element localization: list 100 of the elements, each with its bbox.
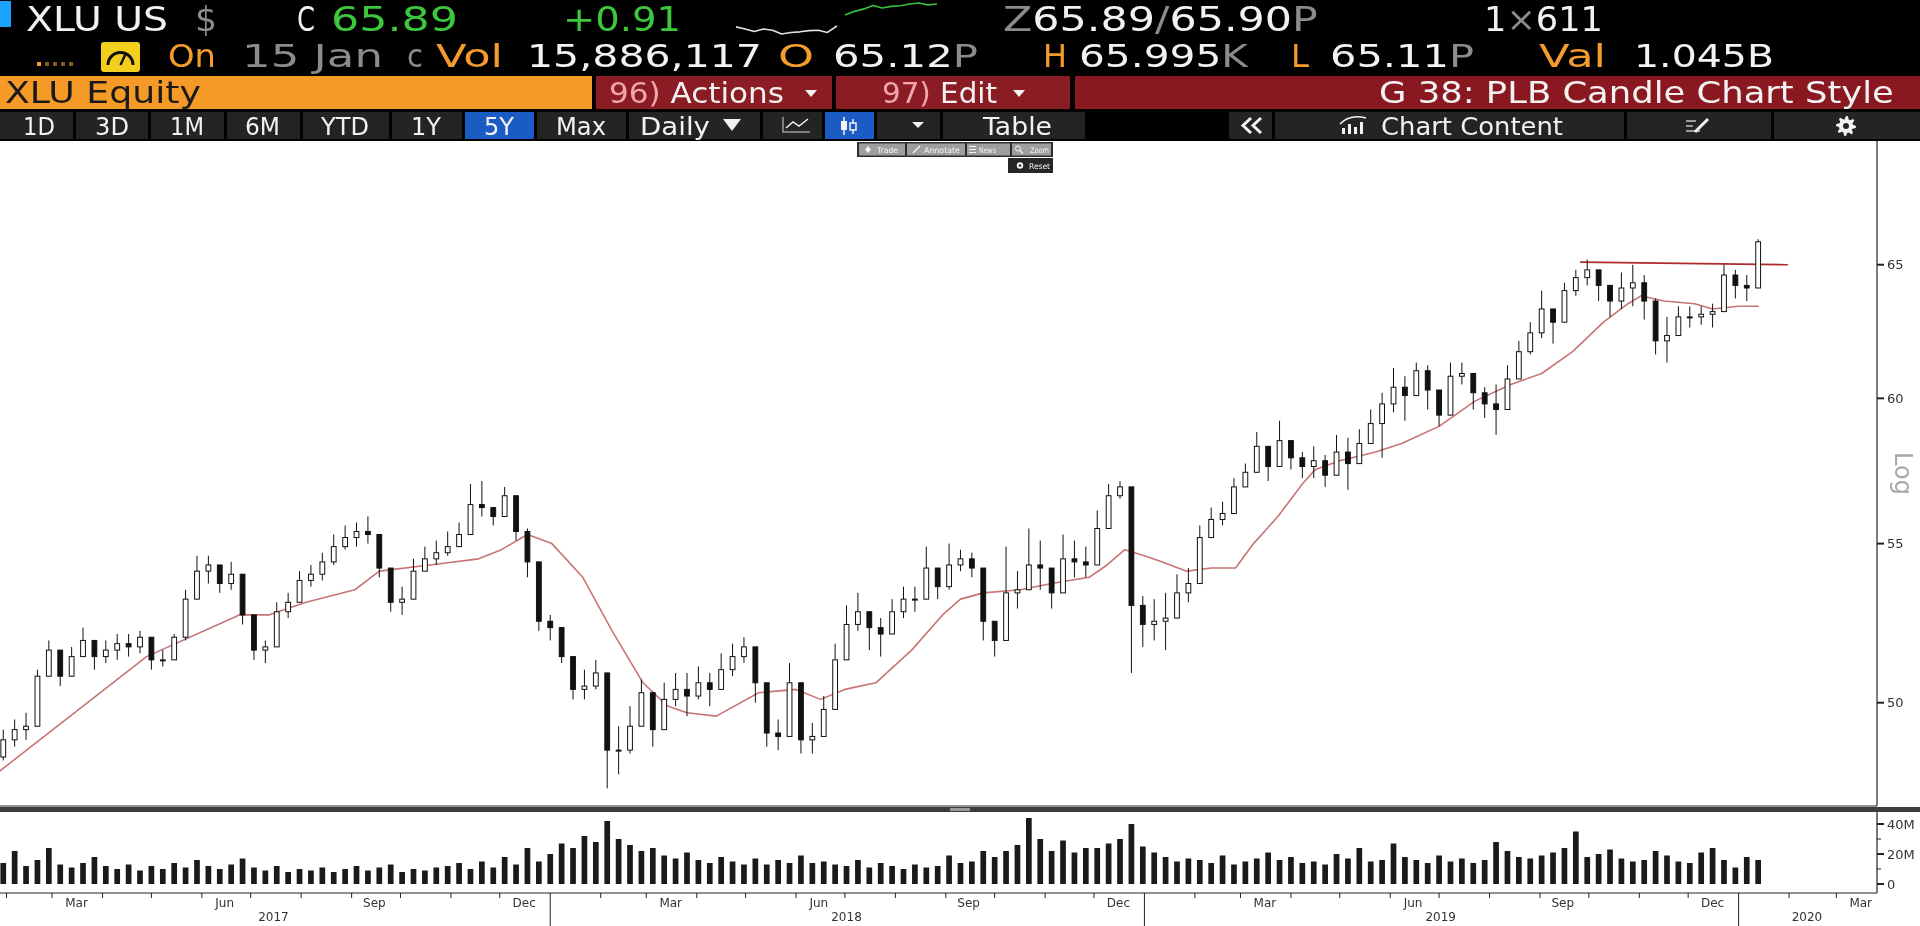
bar: [342, 869, 348, 884]
bar: [912, 864, 918, 884]
candlestick: [1310, 445, 1317, 479]
bar: [1527, 858, 1534, 884]
bar: [1572, 831, 1579, 884]
text: YTD: [320, 113, 369, 141]
text: G 38: PLB Candle Chart Style: [1379, 75, 1894, 111]
annotation: 1D: [23, 112, 55, 142]
candlestick: [171, 633, 178, 661]
candlestick: [23, 712, 29, 741]
text: Val: [1539, 37, 1606, 75]
bar: [479, 861, 485, 884]
bar: [1470, 863, 1477, 884]
annotation: Zoom: [1030, 145, 1049, 156]
text: 1×611: [1484, 0, 1603, 39]
bar: [775, 860, 781, 884]
x-tick-label: Mar: [659, 896, 683, 910]
bar: [444, 866, 451, 884]
bar: [923, 867, 930, 884]
text: 3D: [95, 113, 129, 141]
bar: [216, 869, 223, 884]
candlestick: [1333, 434, 1340, 476]
text: 15 Jan: [242, 37, 383, 75]
bar: [433, 867, 440, 884]
x-tick-label: Dec: [1700, 896, 1725, 910]
text: +0.91: [563, 0, 681, 39]
bar: [1436, 855, 1442, 884]
candlestick: [80, 627, 86, 658]
text: Table: [981, 112, 1052, 141]
bar: [80, 863, 86, 884]
bar: [1253, 858, 1260, 884]
text: XLU US: [26, 0, 168, 40]
bar: [0, 863, 7, 884]
candlestick: [581, 669, 588, 700]
bar: [513, 864, 519, 884]
candlestick: [1265, 445, 1272, 482]
x2-tick-label: 2019: [1425, 910, 1456, 924]
bar: [1721, 860, 1727, 884]
bar: [1139, 846, 1146, 884]
candlestick: [706, 672, 713, 707]
candlestick: [615, 725, 622, 775]
candlestick: [1424, 364, 1431, 411]
bar: [1288, 857, 1294, 884]
candlestick: [1732, 269, 1739, 299]
candlestick: [1185, 567, 1192, 603]
candlestick: [444, 531, 451, 557]
candlestick: [957, 549, 964, 572]
candlestick: [946, 543, 952, 591]
bar: [1424, 863, 1431, 884]
bar: [866, 867, 873, 884]
bar: [159, 869, 166, 884]
candlestick: [456, 521, 462, 548]
candlestick: [216, 564, 223, 594]
candlestick: [1686, 305, 1693, 329]
candlestick: [319, 552, 326, 581]
candlestick: [148, 636, 155, 671]
candlestick: [285, 592, 292, 619]
candlestick: [308, 564, 314, 588]
bar: [1402, 857, 1408, 884]
candlestick: [399, 586, 405, 616]
bar: [980, 851, 987, 884]
candlestick: [1151, 598, 1158, 641]
bar: [684, 852, 690, 884]
candlestick: [1288, 440, 1294, 470]
bar: [1265, 852, 1272, 884]
bar: [251, 867, 257, 884]
bar: [877, 863, 884, 884]
text: 15,886,117: [527, 37, 762, 75]
candlestick: [125, 633, 132, 658]
text: On: [168, 36, 216, 75]
bar: [1607, 849, 1613, 884]
bar: [1379, 860, 1385, 884]
candlestick: [547, 614, 554, 641]
bar: [365, 870, 371, 884]
x-tick-label: Sep: [1551, 896, 1575, 910]
text: Daily: [640, 112, 710, 141]
text: Vol: [436, 37, 503, 75]
bar: [1174, 861, 1180, 884]
candlestick: [729, 643, 736, 677]
candlestick: [627, 705, 633, 755]
bar: [57, 864, 64, 884]
y-tick-label: 60: [1887, 390, 1904, 406]
bar: [661, 855, 668, 884]
candlestick: [1379, 392, 1386, 459]
text: 65.995K: [1079, 37, 1250, 75]
candlestick: [1664, 316, 1670, 364]
bar: [114, 869, 121, 884]
bar: [194, 860, 200, 884]
bar: [741, 864, 747, 884]
bar: [1584, 857, 1591, 884]
bar: [1151, 852, 1158, 884]
bar: [23, 866, 29, 884]
bar: [1299, 863, 1306, 884]
x-tick-label: Mar: [1849, 896, 1873, 910]
bar: [1082, 848, 1089, 884]
bar: [604, 821, 611, 884]
text: Chart Content: [1381, 112, 1564, 141]
text: 5Y: [484, 113, 515, 141]
candlestick: [912, 586, 918, 613]
candlestick: [1458, 362, 1465, 385]
